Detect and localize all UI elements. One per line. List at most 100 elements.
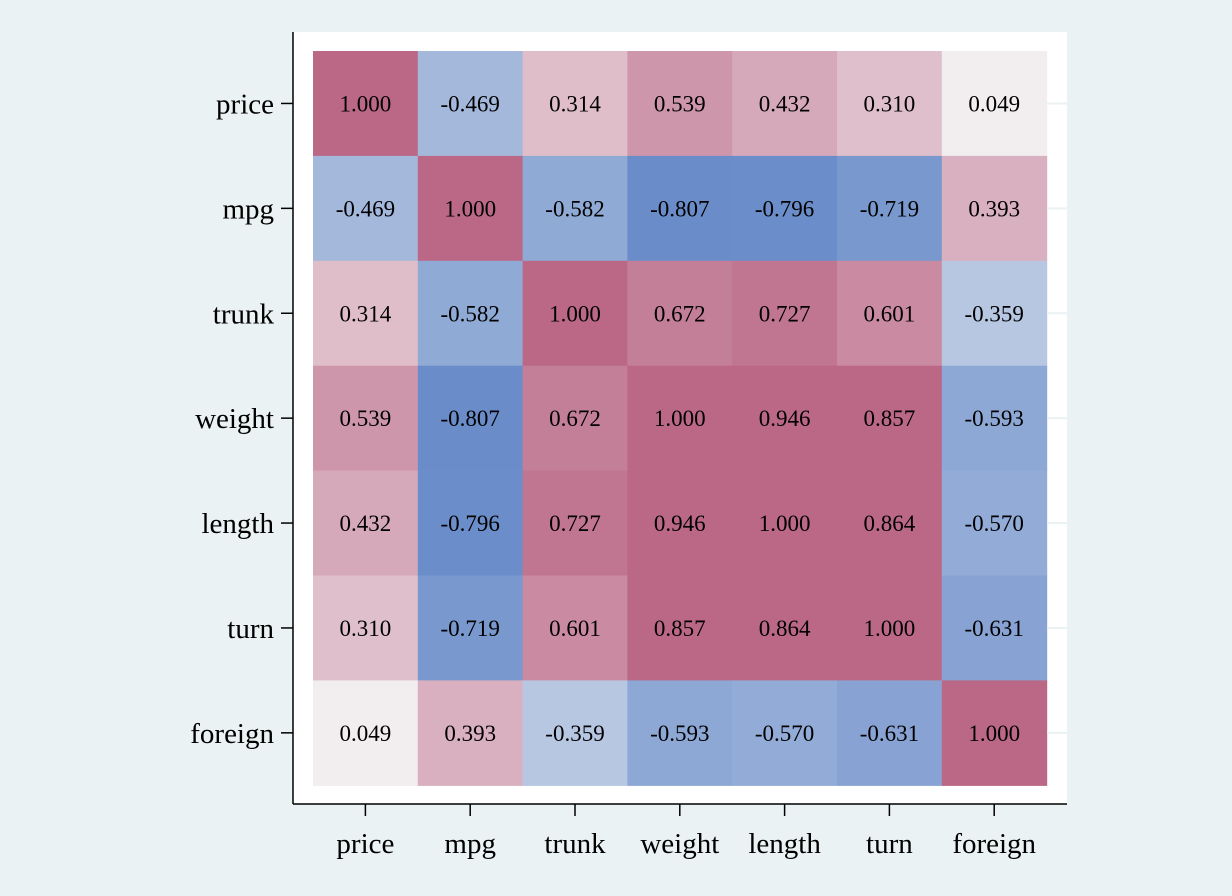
cell-value-label: 0.314	[549, 91, 601, 116]
axis-labels: price mpg trunk weight length turn foreign pric…	[190, 88, 1036, 860]
heatmap-cell-weight-price	[313, 365, 419, 472]
cell-value-label: 0.393	[968, 196, 1020, 221]
y-tick-label-turn: turn	[227, 613, 274, 645]
heatmap-cell-trunk-turn	[837, 260, 943, 367]
heatmap-cell-price-mpg	[417, 51, 524, 157]
cell-value-label: 0.672	[549, 406, 601, 431]
y-tick-label-trunk: trunk	[213, 298, 275, 330]
heatmap-cell-mpg-weight	[627, 155, 733, 262]
heatmap-cell-turn-trunk	[522, 575, 628, 681]
cell-value-label: -0.359	[964, 301, 1023, 326]
heatmap-cell-foreign-weight	[627, 680, 733, 786]
heatmap-cell-weight-weight	[627, 365, 733, 472]
cell-value-label: -0.719	[860, 196, 919, 221]
heatmap-cell-turn-length	[732, 575, 838, 681]
heatmap-cell-turn-turn	[837, 575, 943, 681]
heatmap-cell-length-weight	[627, 470, 733, 577]
heatmap-cell-weight-turn	[837, 365, 943, 472]
cell-value-label: 0.864	[864, 511, 916, 536]
cell-value-label: 0.310	[864, 91, 916, 116]
heatmap-cell-foreign-trunk	[522, 680, 628, 786]
cell-value-label: -0.570	[964, 511, 1023, 536]
heatmap-cell-price-trunk	[522, 51, 628, 157]
x-tick-label-trunk: trunk	[544, 828, 606, 860]
heatmap-cell-trunk-price	[313, 260, 419, 367]
heatmap-cell-price-foreign	[941, 51, 1048, 157]
cell-value-label: 0.314	[340, 301, 392, 326]
heatmap-cell-foreign-length	[732, 680, 838, 786]
cell-value-label: 0.393	[444, 721, 496, 746]
heatmap-cell-foreign-foreign	[941, 680, 1048, 786]
heatmap-cell-mpg-length	[732, 155, 838, 262]
cell-value-label: 0.727	[549, 511, 601, 536]
x-tick-label-foreign: foreign	[952, 828, 1036, 860]
x-tick-label-mpg: mpg	[444, 828, 496, 860]
cell-value-label: 0.727	[759, 301, 811, 326]
x-tick-label-price: price	[336, 828, 394, 860]
cell-value-label: -0.796	[440, 511, 499, 536]
heatmap-cell-weight-length	[732, 365, 838, 472]
heatmap-cell-foreign-price	[313, 680, 419, 786]
heatmap-cell-turn-weight	[627, 575, 733, 681]
cell-value-label: -0.469	[336, 196, 395, 221]
y-tick-label-weight: weight	[195, 403, 274, 435]
cell-value-label: 1.000	[864, 616, 916, 641]
cell-value-label: -0.796	[755, 196, 814, 221]
cell-value-label: 0.432	[340, 511, 392, 536]
cell-value-label: 0.432	[759, 91, 811, 116]
heatmap-cell-price-weight	[627, 51, 733, 157]
cell-value-label: -0.582	[440, 301, 499, 326]
heatmap-cell-foreign-turn	[837, 680, 943, 786]
cell-value-label: 0.857	[864, 406, 916, 431]
heatmap-cell-mpg-mpg	[417, 155, 524, 262]
heatmap-cell-trunk-length	[732, 260, 838, 367]
cell-value-label: -0.631	[964, 616, 1023, 641]
cell-value-label: 1.000	[759, 511, 811, 536]
heatmap-cell-price-turn	[837, 51, 943, 157]
cell-value-label: 0.601	[549, 616, 601, 641]
cell-value-label: 0.310	[340, 616, 392, 641]
cell-value-label: -0.719	[440, 616, 499, 641]
cell-value-label: -0.807	[650, 196, 709, 221]
cell-value-label: -0.593	[964, 406, 1023, 431]
cell-value-label: 1.000	[444, 196, 496, 221]
heatmap-cells: 1.000 -0.469 0.314 0.539 0.432 0.310 0.049 -0.4…	[313, 51, 1048, 786]
heatmap-cell-length-turn	[837, 470, 943, 577]
heatmap-cell-foreign-mpg	[417, 680, 524, 786]
cell-value-label: -0.593	[650, 721, 709, 746]
cell-value-label: 1.000	[968, 721, 1020, 746]
cell-value-label: 0.601	[864, 301, 916, 326]
cell-value-label: 0.946	[759, 406, 811, 431]
cell-value-label: 0.049	[968, 91, 1020, 116]
x-tick-label-weight: weight	[640, 828, 719, 860]
heatmap-cell-turn-price	[313, 575, 419, 681]
cell-value-label: 0.864	[759, 616, 811, 641]
heatmap-cell-trunk-mpg	[417, 260, 524, 367]
x-tick-label-turn: turn	[866, 828, 913, 860]
cell-value-label: -0.807	[440, 406, 499, 431]
heatmap-cell-mpg-foreign	[941, 155, 1048, 262]
heatmap-cell-trunk-weight	[627, 260, 733, 367]
cell-value-label: -0.469	[440, 91, 499, 116]
heatmap-cell-length-trunk	[522, 470, 628, 577]
cell-value-label: 1.000	[549, 301, 601, 326]
y-tick-label-price: price	[216, 88, 274, 120]
heatmap-cell-price-length	[732, 51, 838, 157]
heatmap-cell-trunk-trunk	[522, 260, 628, 367]
cell-value-label: 1.000	[654, 406, 706, 431]
heatmap-cell-weight-foreign	[941, 365, 1048, 472]
y-tick-label-foreign: foreign	[190, 718, 274, 750]
heatmap-cell-turn-foreign	[941, 575, 1048, 681]
cell-value-label: -0.359	[545, 721, 604, 746]
heatmap-cell-length-mpg	[417, 470, 524, 577]
heatmap-cell-weight-mpg	[417, 365, 524, 472]
cell-value-label: 0.539	[654, 91, 706, 116]
heatmap-cell-mpg-turn	[837, 155, 943, 262]
cell-value-label: -0.570	[755, 721, 814, 746]
heatmap-cell-length-price	[313, 470, 419, 577]
heatmap-cell-turn-mpg	[417, 575, 524, 681]
axes	[281, 32, 1067, 816]
heatmap-cell-weight-trunk	[522, 365, 628, 472]
heatmap-cell-price-price	[313, 51, 419, 157]
